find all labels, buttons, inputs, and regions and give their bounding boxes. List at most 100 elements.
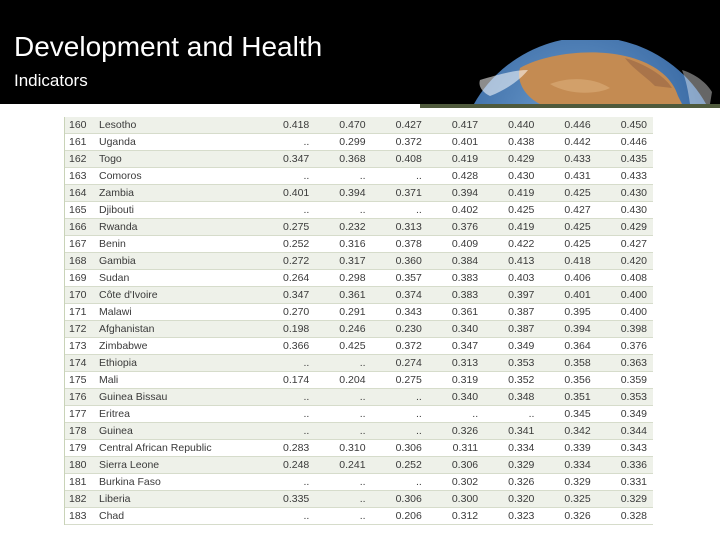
value-cell: 0.359	[596, 371, 653, 389]
value-cell: ..	[371, 388, 428, 406]
value-cell: ..	[315, 490, 372, 508]
value-cell: 0.299	[315, 133, 372, 151]
value-cell: 0.174	[259, 371, 316, 389]
value-cell: ..	[315, 201, 372, 219]
table-row: 162 Togo 0.347 0.368 0.408 0.419 0.429 0.433 0.4…	[65, 150, 653, 168]
rank-cell: 182	[65, 490, 99, 508]
value-cell: 0.401	[540, 286, 597, 304]
value-cell: 0.252	[371, 456, 428, 474]
value-cell: 0.319	[427, 371, 485, 389]
table-row: 167 Benin 0.252 0.316 0.378 0.409 0.422 0.425 0.…	[65, 235, 653, 253]
value-cell: ..	[315, 422, 372, 440]
value-cell: 0.347	[427, 337, 485, 355]
value-cell: ..	[259, 354, 316, 372]
rank-cell: 180	[65, 456, 99, 474]
header-divider	[420, 104, 720, 108]
value-cell: 0.252	[259, 235, 316, 253]
table-row: 172 Afghanistan 0.198 0.246 0.230 0.340 0.387 0…	[65, 320, 653, 338]
value-cell: 0.387	[484, 303, 541, 321]
value-cell: 0.433	[540, 150, 597, 168]
value-cell: ..	[259, 473, 316, 491]
value-cell: 0.400	[596, 303, 653, 321]
value-cell: 0.329	[596, 490, 653, 508]
value-cell: 0.298	[315, 269, 372, 287]
value-cell: 0.334	[540, 456, 597, 474]
value-cell: 0.358	[540, 354, 597, 372]
value-cell: 0.326	[427, 422, 485, 440]
value-cell: 0.378	[371, 235, 428, 253]
value-cell: 0.275	[371, 371, 428, 389]
value-cell: 0.302	[427, 473, 485, 491]
value-cell: ..	[259, 388, 316, 406]
country-cell: Togo	[99, 150, 259, 168]
value-cell: 0.428	[427, 167, 485, 185]
value-cell: 0.408	[596, 269, 653, 287]
value-cell: 0.310	[315, 439, 372, 457]
rank-cell: 160	[65, 117, 99, 134]
country-cell: Côte d'Ivoire	[99, 286, 259, 304]
table-row: 177 Eritrea.......... 0.345 0.349	[65, 405, 653, 423]
value-cell: 0.316	[315, 235, 372, 253]
table-row: 178 Guinea...... 0.326 0.341 0.342 0.344	[65, 422, 653, 440]
value-cell: 0.334	[484, 439, 541, 457]
value-cell: ..	[259, 133, 316, 151]
table-row: 160 Lesotho 0.418 0.470 0.427 0.417 0.440 0.446…	[65, 117, 653, 134]
value-cell: 0.325	[540, 490, 597, 508]
value-cell: 0.351	[540, 388, 597, 406]
rank-cell: 170	[65, 286, 99, 304]
rank-cell: 166	[65, 218, 99, 236]
value-cell: ..	[371, 473, 428, 491]
value-cell: 0.306	[371, 439, 428, 457]
table-row: 183 Chad.... 0.206 0.312 0.323 0.326 0.328	[65, 507, 653, 525]
country-cell: Malawi	[99, 303, 259, 321]
value-cell: ..	[315, 354, 372, 372]
value-cell: 0.376	[427, 218, 485, 236]
rank-cell: 171	[65, 303, 99, 321]
value-cell: ..	[259, 422, 316, 440]
value-cell: 0.450	[596, 117, 653, 134]
value-cell: ..	[259, 507, 316, 525]
value-cell: 0.422	[484, 235, 541, 253]
value-cell: 0.372	[371, 337, 428, 355]
value-cell: 0.418	[540, 252, 597, 270]
value-cell: 0.398	[596, 320, 653, 338]
table-row: 169 Sudan 0.264 0.298 0.357 0.383 0.403 0.406 0.…	[65, 269, 653, 287]
table-row: 161 Uganda.. 0.299 0.372 0.401 0.438 0.442 0.44…	[65, 133, 653, 151]
value-cell: 0.425	[540, 184, 597, 202]
rank-cell: 172	[65, 320, 99, 338]
value-cell: 0.326	[484, 473, 541, 491]
value-cell: 0.198	[259, 320, 316, 338]
value-cell: 0.425	[540, 218, 597, 236]
table-row: 179 Central African Republic 0.283 0.310 0.3…	[65, 439, 653, 457]
rank-cell: 164	[65, 184, 99, 202]
value-cell: ..	[315, 388, 372, 406]
country-cell: Eritrea	[99, 405, 259, 423]
country-cell: Benin	[99, 235, 259, 253]
value-cell: 0.394	[540, 320, 597, 338]
table-row: 180 Sierra Leone 0.248 0.241 0.252 0.306 0.329…	[65, 456, 653, 474]
country-cell: Guinea	[99, 422, 259, 440]
table-row: 176 Guinea Bissau...... 0.340 0.348 0.351 0.3…	[65, 388, 653, 406]
value-cell: 0.368	[315, 150, 372, 168]
value-cell: 0.419	[484, 184, 541, 202]
value-cell: ..	[259, 167, 316, 185]
value-cell: 0.400	[596, 286, 653, 304]
rank-cell: 176	[65, 388, 99, 406]
value-cell: 0.345	[540, 405, 597, 423]
hdi-table: 160 Lesotho 0.418 0.470 0.427 0.417 0.440 0.446…	[64, 117, 653, 525]
value-cell: 0.427	[540, 201, 597, 219]
value-cell: ..	[315, 167, 372, 185]
rank-cell: 179	[65, 439, 99, 457]
table-row: 173 Zimbabwe 0.366 0.425 0.372 0.347 0.349 0.36…	[65, 337, 653, 355]
country-cell: Rwanda	[99, 218, 259, 236]
value-cell: ..	[371, 201, 428, 219]
value-cell: 0.406	[540, 269, 597, 287]
value-cell: 0.433	[596, 167, 653, 185]
value-cell: 0.419	[484, 218, 541, 236]
table-body: 160 Lesotho 0.418 0.470 0.427 0.417 0.440 0.446…	[65, 117, 653, 525]
value-cell: 0.413	[484, 252, 541, 270]
value-cell: 0.270	[259, 303, 316, 321]
value-cell: 0.419	[427, 150, 485, 168]
country-cell: Lesotho	[99, 117, 259, 134]
table-row: 171 Malawi 0.270 0.291 0.343 0.361 0.387 0.395 0…	[65, 303, 653, 321]
